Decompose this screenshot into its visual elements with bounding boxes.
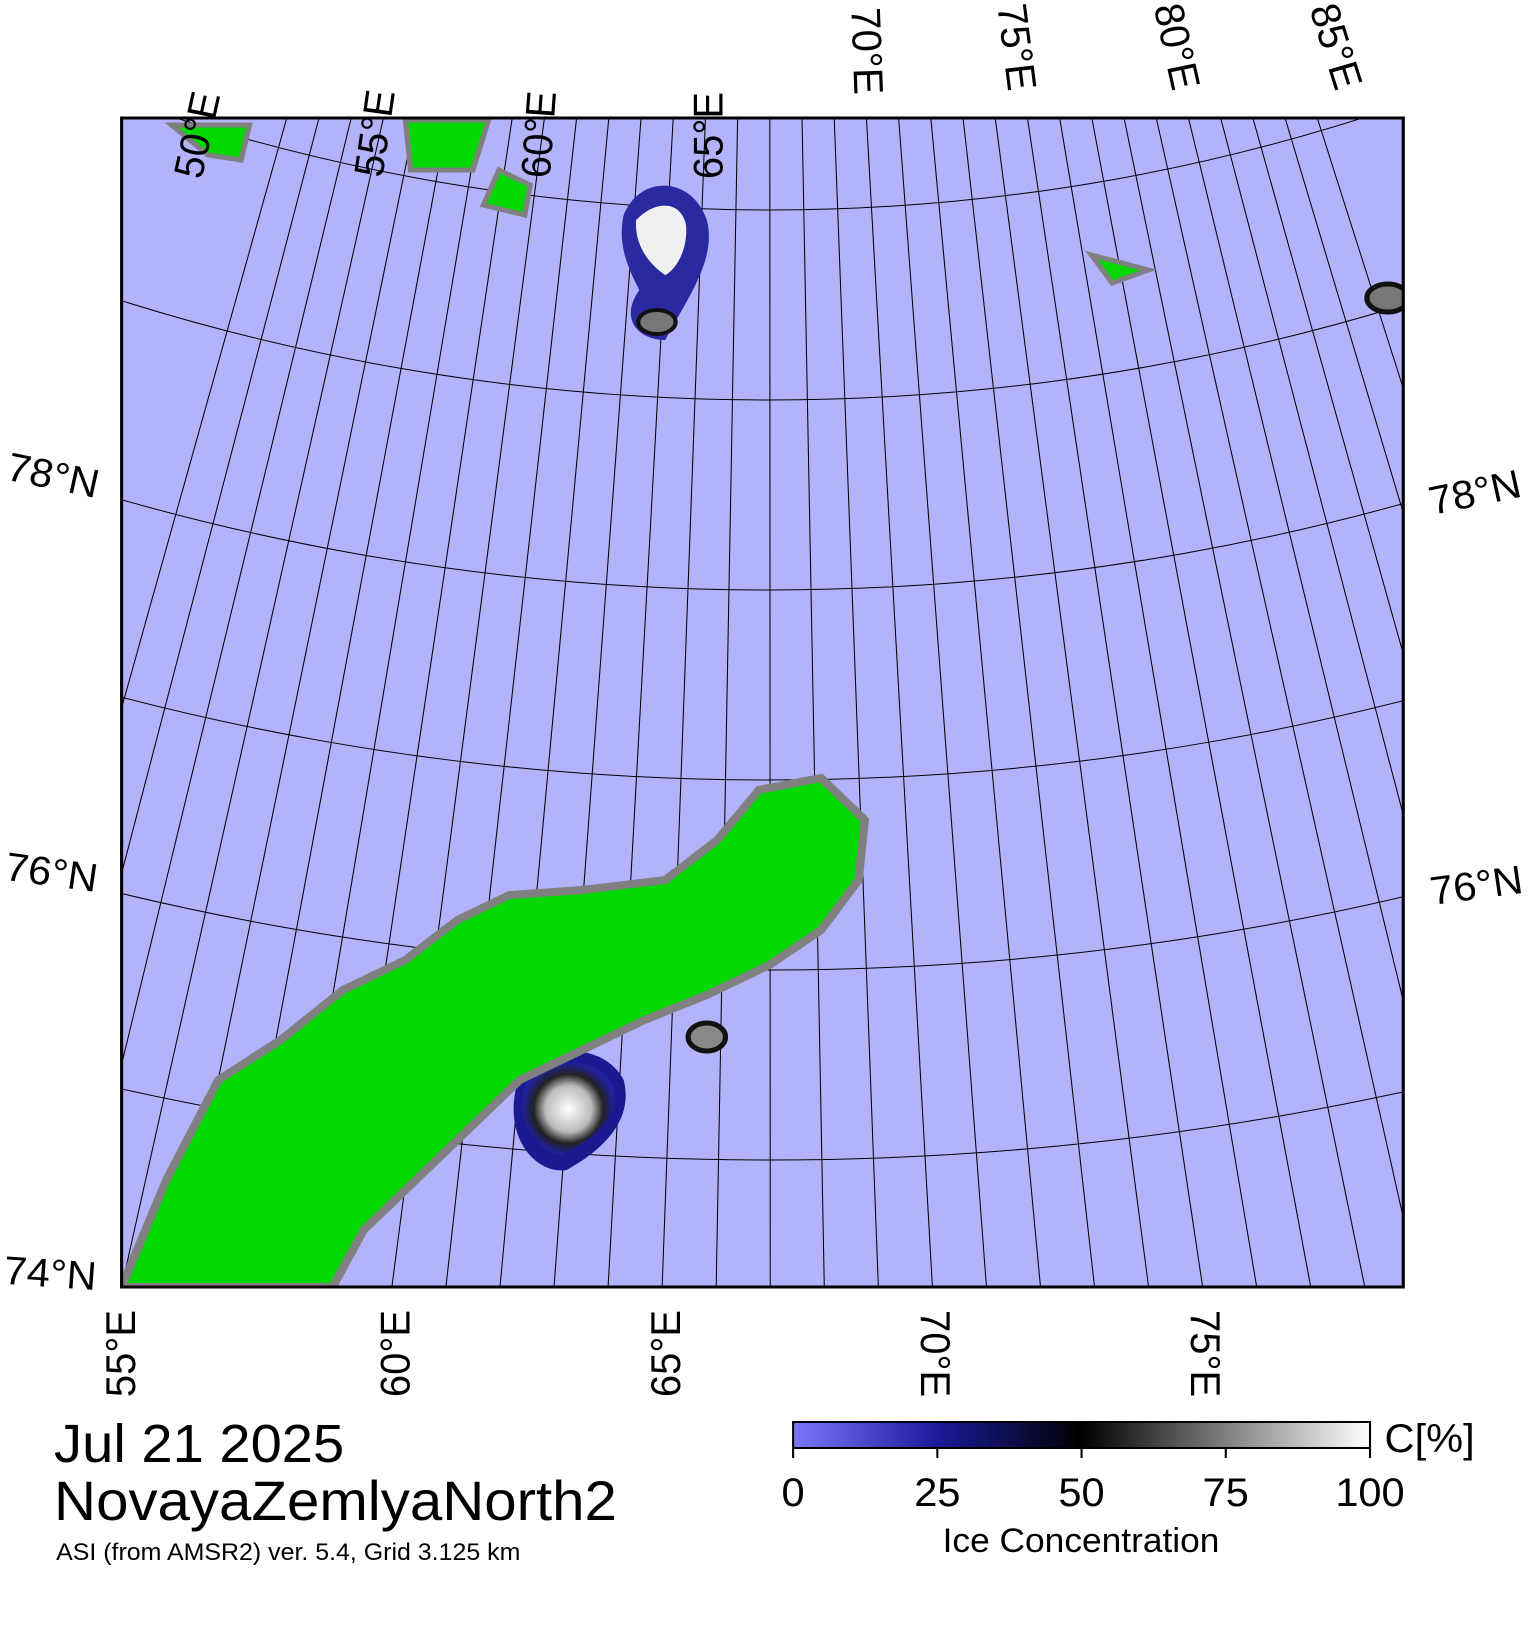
lon-label: 60°E [512,89,565,179]
meridian [930,118,1042,1287]
meridian [1026,118,1204,1287]
colorbar-scale [792,1421,1372,1449]
ice-patch [636,308,678,336]
meridian [661,118,706,1287]
colorbar: C[%] Ice Concentration 0 25 50 75 100 [782,1416,1475,1560]
meridian [769,118,771,1287]
lat-label: 78°N [1425,461,1526,524]
meridian [1187,118,1404,1003]
meridian [1059,118,1258,1287]
meridian [1091,118,1312,1287]
island [164,118,1158,287]
lat-label: 78°N [3,444,104,507]
meridian [865,118,933,1287]
meridian [833,118,879,1287]
meridian [607,118,674,1287]
colorbar-tick-label: 100 [1335,1470,1404,1515]
colorbar-tick-label: 50 [1058,1470,1104,1515]
lat-label: 76°N [1427,857,1525,914]
meridian [121,118,352,1067]
lon-label: 75°E [1182,1310,1229,1397]
meridian [121,118,384,1287]
meridian [898,118,987,1287]
source: ASI (from AMSR2) ver. 5.4, Grid 3.125 km [56,1539,520,1565]
lat-label: 74°N [2,1248,98,1299]
lon-label: 60°E [372,1310,419,1397]
lon-label: 75°E [988,1,1046,93]
region: NovayaZemlyaNorth2 [54,1470,617,1533]
bottom-labels: 55°E 60°E 65°E 70°E 75°E [97,1310,1229,1397]
lon-label: 85°E [1300,0,1371,95]
ice-patch [1364,281,1404,315]
colorbar-tick-label: 75 [1203,1470,1249,1515]
land-and-ice [121,118,1404,1287]
lat-label: 76°N [2,844,100,901]
meridian [175,118,417,1287]
ice-patch [522,1062,615,1155]
lon-label: 65°E [642,1310,689,1397]
meridian [801,118,825,1287]
ice-patch [685,1020,729,1054]
lon-label: 65°E [685,92,732,179]
lon-label: 70°E [912,1310,959,1397]
meridian [229,118,449,1287]
meridian [1155,118,1404,1220]
meridian [715,118,739,1287]
colorbar-tick-label: 25 [914,1470,960,1515]
meridian [962,118,1096,1287]
novaya-zemlya [121,773,870,1287]
ice-patch [635,205,687,275]
lon-label: 70°E [842,7,892,96]
lon-label: 55°E [97,1310,144,1397]
date: Jul 21 2025 [54,1413,344,1474]
colorbar-unit: C[%] [1385,1416,1475,1461]
map-frame [120,116,1405,1289]
lon-label: 80°E [1145,0,1210,94]
meridian [1123,118,1366,1287]
colorbar-tick-label: 0 [782,1470,805,1515]
colorbar-label: Ice Concentration [943,1523,1220,1560]
meridian [994,118,1150,1287]
